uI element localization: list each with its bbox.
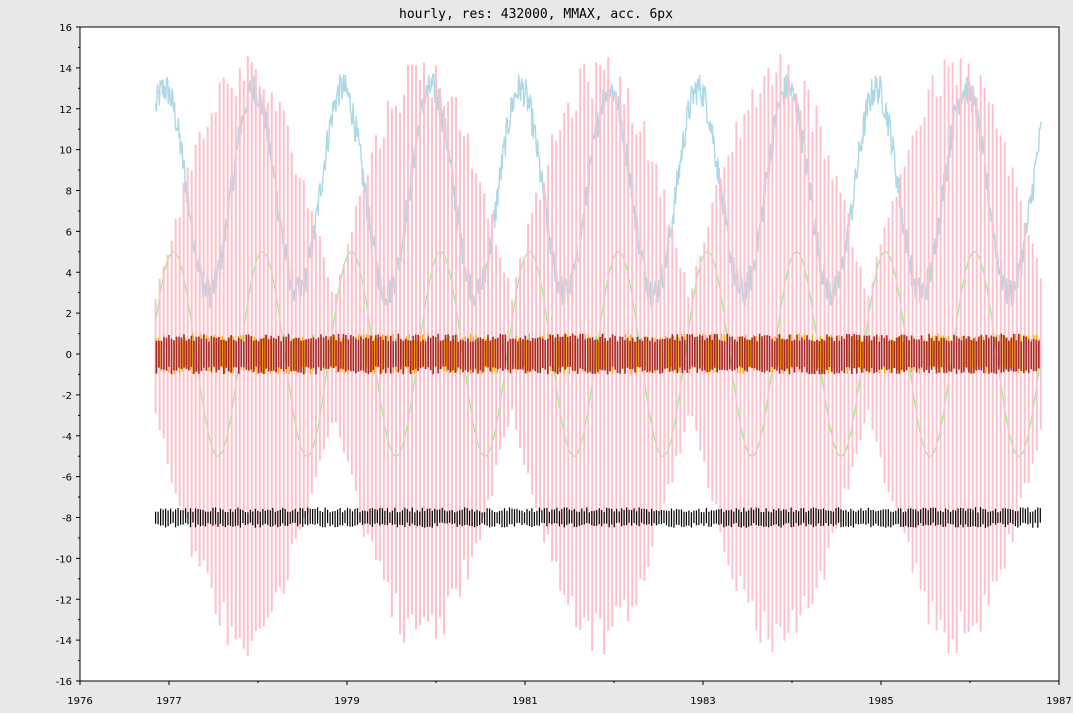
- y-tick-label: 6: [66, 227, 72, 238]
- y-tick-label: -2: [62, 391, 72, 402]
- y-tick-label: -8: [62, 514, 72, 525]
- y-tick-label: 14: [59, 64, 72, 75]
- series-black-line: [155, 507, 1041, 528]
- y-tick-label: 8: [66, 187, 72, 198]
- y-tick-label: 0: [66, 350, 72, 361]
- x-tick-label: 1983: [690, 696, 715, 707]
- chart-title: hourly, res: 432000, MMAX, acc. 6px: [399, 7, 673, 22]
- y-tick-label: -6: [62, 473, 72, 484]
- y-tick-label: -16: [56, 677, 72, 688]
- y-tick-label: -14: [56, 636, 72, 647]
- x-tick-label: 1987: [1046, 696, 1071, 707]
- y-tick-label: -10: [56, 554, 72, 565]
- y-tick-label: -12: [56, 595, 72, 606]
- y-tick-label: 16: [59, 23, 72, 34]
- y-tick-label: 12: [59, 105, 72, 116]
- x-tick-label: 1981: [512, 696, 537, 707]
- x-tick-label: 1976: [67, 696, 92, 707]
- y-tick-label: -4: [62, 432, 72, 443]
- series-layer: [154, 54, 1042, 656]
- y-tick-label: 4: [66, 268, 72, 279]
- x-tick-label: 1985: [868, 696, 893, 707]
- x-tick-label: 1979: [334, 696, 359, 707]
- y-tick-label: 2: [66, 309, 72, 320]
- x-tick-label: 1977: [156, 696, 181, 707]
- series-darkred-line: [155, 333, 1040, 375]
- axis-layer: 16 14 12 10 8 6 4 2 0 -2 -4 -6 -8 -10 -12 -14 -16 1976 197…: [56, 23, 1072, 707]
- y-tick-label: 10: [59, 146, 72, 157]
